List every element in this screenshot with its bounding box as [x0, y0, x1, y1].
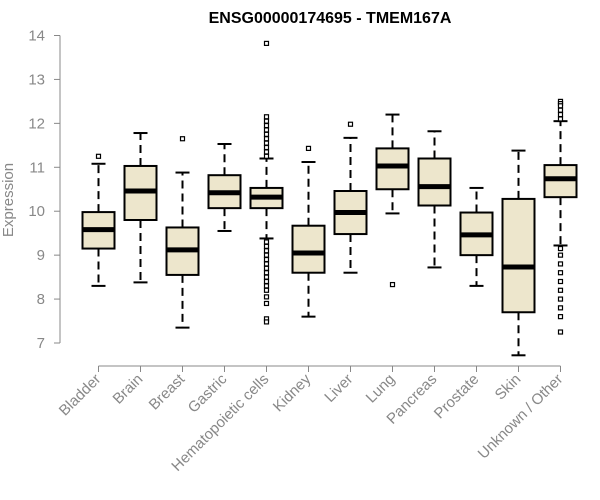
outlier-point: [263, 294, 270, 300]
outlier-point: [557, 107, 564, 113]
outlier-point: [557, 287, 564, 293]
outlier-point: [263, 118, 270, 124]
boxes-group: [81, 40, 578, 357]
outlier-point: [263, 265, 270, 271]
x-tick-label: Brain: [110, 371, 147, 408]
y-tick-label: 10: [28, 203, 45, 220]
outlier-point: [557, 103, 564, 109]
outlier-point: [263, 40, 270, 47]
outlier-point: [263, 274, 270, 280]
outlier-point: [557, 270, 564, 276]
outlier-point: [179, 136, 186, 142]
y-tick-label: 12: [28, 115, 45, 132]
box-breast: [165, 136, 200, 329]
outlier-point: [557, 252, 564, 258]
x-tick-label: Skin: [492, 371, 525, 404]
outlier-point: [557, 329, 564, 335]
outlier-point: [389, 281, 396, 288]
outlier-point: [263, 283, 270, 289]
box-iqr: [375, 147, 410, 191]
outlier-point: [557, 296, 564, 302]
outlier-point: [263, 122, 270, 129]
outlier-point: [557, 111, 564, 118]
y-tick-label: 14: [28, 28, 45, 45]
x-tick-label: Liver: [321, 371, 356, 406]
outlier-point: [557, 305, 564, 311]
outlier-point: [263, 153, 270, 159]
outlier-point: [263, 243, 270, 249]
y-axis: 7 8 9 10 11 12 13 14: [28, 28, 61, 352]
outlier-point: [557, 245, 564, 252]
y-tick-label: 11: [29, 159, 45, 176]
outlier-point: [263, 261, 270, 267]
outlier-point: [263, 239, 270, 245]
outlier-point: [557, 261, 564, 267]
x-tick-label: Breast: [146, 370, 189, 413]
outlier-point: [263, 114, 270, 120]
outlier-point: [347, 121, 354, 127]
outlier-point: [263, 256, 270, 263]
outlier-point: [95, 153, 102, 159]
y-tick-label: 7: [37, 335, 45, 352]
y-axis-label: Expression: [0, 163, 17, 237]
x-tick-label: Kidney: [270, 370, 315, 415]
box-skin: [501, 149, 536, 357]
box-prostate: [459, 186, 494, 287]
box-pancreas: [417, 130, 452, 269]
box-bladder: [81, 153, 116, 287]
box-iqr: [501, 197, 536, 314]
box-gastric: [207, 143, 242, 232]
outlier-point: [263, 149, 270, 155]
outlier-point: [263, 287, 270, 293]
y-tick-label: 13: [28, 71, 45, 88]
outlier-point: [263, 248, 270, 254]
outlier-point: [557, 278, 564, 285]
x-tick-label: Prostate: [431, 371, 483, 423]
box-lung: [375, 113, 410, 288]
outlier-point: [305, 145, 312, 151]
box-iqr: [417, 157, 452, 207]
outlier-point: [263, 319, 270, 325]
outlier-point: [263, 131, 270, 137]
outlier-point: [557, 314, 564, 320]
outlier-point: [263, 127, 270, 133]
x-tick-label: Bladder: [56, 371, 105, 420]
y-tick-label: 8: [37, 291, 45, 308]
box-kidney: [291, 145, 326, 318]
box-hematopoietic-cells: [249, 40, 284, 325]
y-tick-label: 9: [37, 247, 45, 264]
outlier-point: [263, 252, 270, 258]
box-iqr: [291, 224, 326, 274]
outlier-point: [557, 116, 564, 122]
outlier-point: [263, 136, 270, 142]
outlier-point: [263, 278, 270, 285]
box-brain: [123, 132, 158, 284]
box-liver: [333, 121, 368, 274]
outlier-point: [263, 144, 270, 151]
outlier-point: [263, 270, 270, 276]
outlier-point: [263, 300, 270, 307]
chart-title: ENSG00000174695 - TMEM167A: [209, 10, 452, 27]
outlier-point: [263, 140, 270, 146]
x-tick-label: Lung: [363, 371, 399, 407]
box-unknown-other: [543, 98, 578, 335]
